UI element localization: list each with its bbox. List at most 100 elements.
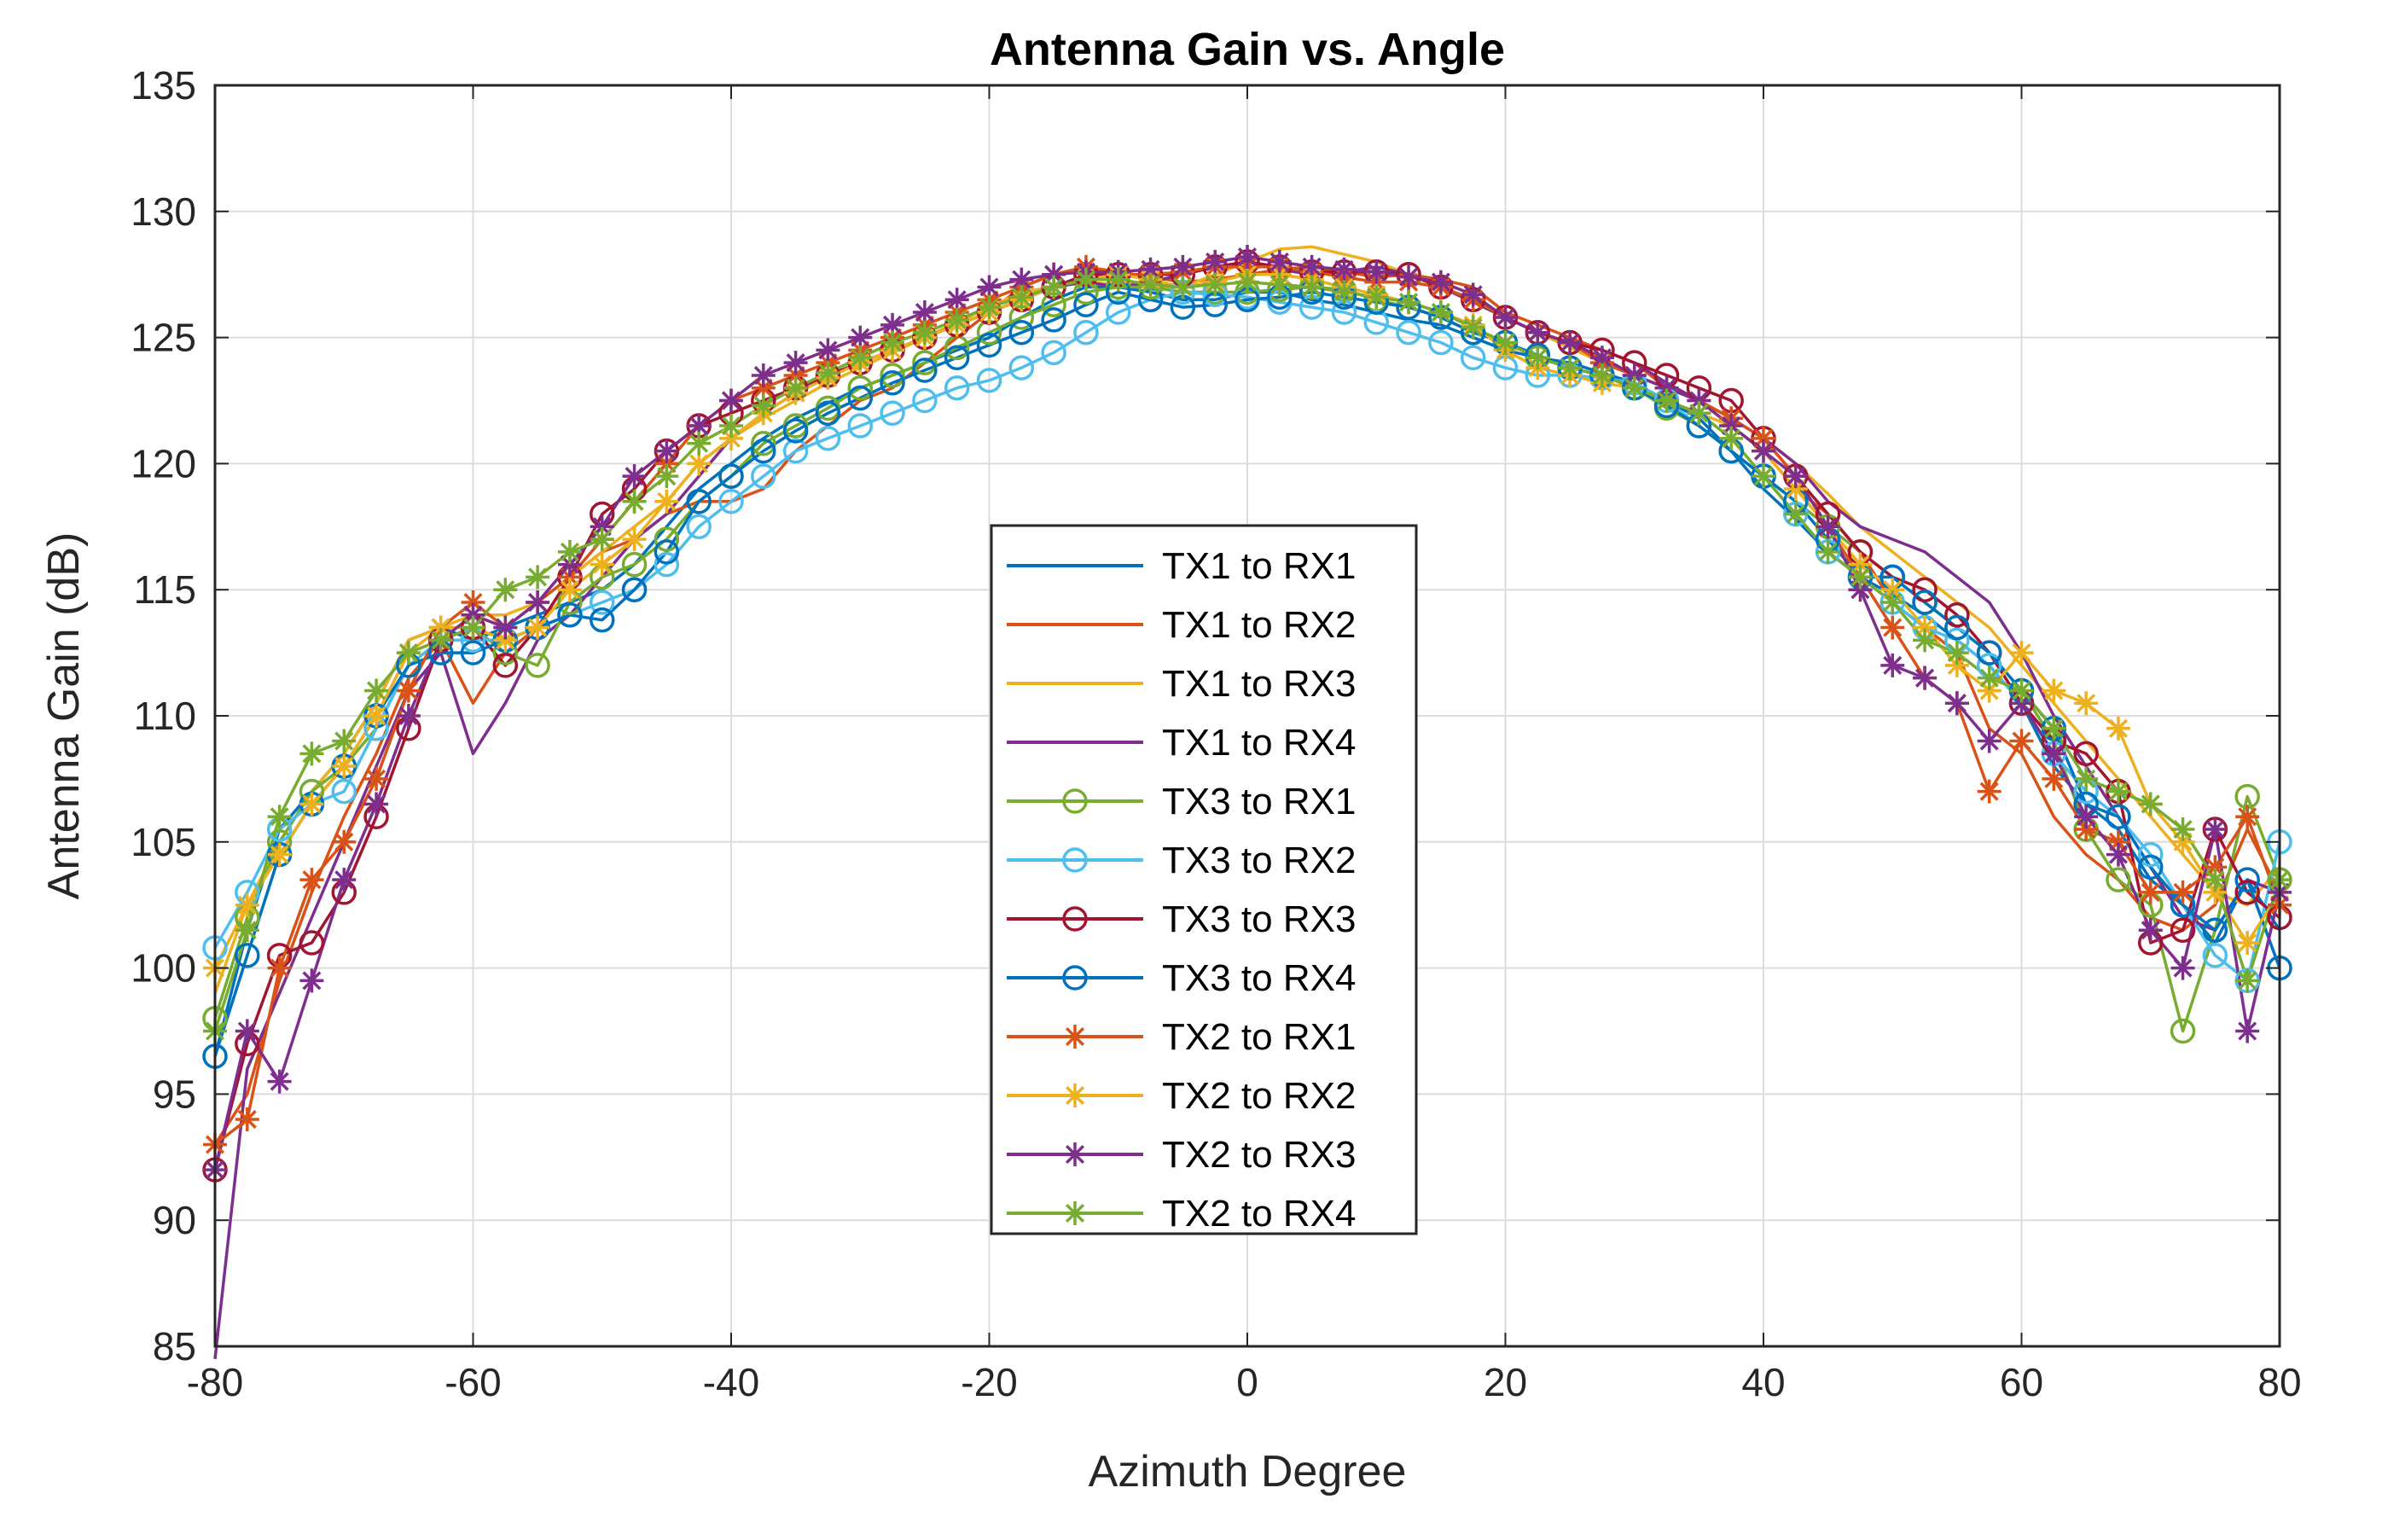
- data-point-tx2-to-rx3: [590, 514, 614, 539]
- x-tick-label: 0: [1236, 1360, 1258, 1404]
- x-tick-label: 40: [1741, 1360, 1785, 1404]
- data-point-tx2-to-rx2: [719, 426, 743, 450]
- data-point-tx2-to-rx3: [880, 312, 905, 337]
- data-point-tx2-to-rx3: [396, 704, 421, 728]
- y-tick-label: 125: [131, 316, 196, 360]
- data-point-tx3-to-rx1: [2170, 1018, 2196, 1044]
- data-point-tx2-to-rx3: [1332, 257, 1357, 282]
- data-point-tx2-to-rx3: [1687, 388, 1711, 413]
- y-tick-label: 85: [153, 1324, 196, 1369]
- data-point-tx2-to-rx2: [2203, 880, 2228, 904]
- data-point-tx2-to-rx3: [1235, 245, 1259, 270]
- data-point-tx2-to-rx2: [1944, 653, 1969, 677]
- data-point-tx2-to-rx4: [1009, 285, 1034, 310]
- y-tick-label: 105: [131, 820, 196, 864]
- data-point-tx2-to-rx4: [2203, 868, 2228, 892]
- data-point-tx2-to-rx4: [719, 414, 743, 439]
- data-point-tx2-to-rx4: [654, 464, 679, 489]
- legend: TX1 to RX1 TX1 to RX2 TX1 to RX3 TX1 to RX4…: [990, 524, 1418, 1235]
- legend-label: TX3 to RX2: [1162, 840, 1356, 881]
- data-point-tx2-to-rx3: [1299, 254, 1324, 279]
- data-point-tx2-to-rx4: [1171, 275, 1195, 299]
- data-point-tx3-to-rx2: [912, 387, 938, 414]
- data-point-tx2-to-rx4: [687, 431, 712, 456]
- data-point-tx2-to-rx1: [2235, 805, 2260, 829]
- data-point-tx2-to-rx3: [1461, 282, 1485, 307]
- data-point-tx3-to-rx2: [1073, 319, 1099, 346]
- data-point-tx2-to-rx2: [2009, 641, 2034, 665]
- data-point-tx2-to-rx3: [1364, 259, 1389, 284]
- data-point-tx2-to-rx1: [364, 766, 389, 791]
- data-point-tx2-to-rx4: [848, 346, 873, 370]
- data-point-tx3-to-rx4: [1008, 319, 1035, 346]
- data-point-tx3-to-rx3: [2170, 917, 2196, 944]
- data-point-tx2-to-rx3: [1589, 346, 1614, 370]
- legend-label: TX3 to RX3: [1162, 898, 1356, 940]
- data-point-tx2-to-rx3: [912, 300, 937, 325]
- data-point-tx2-to-rx1: [2009, 729, 2034, 753]
- legend-label: TX1 to RX4: [1162, 722, 1356, 764]
- data-point-tx3-to-rx2: [1460, 345, 1486, 370]
- data-point-tx2-to-rx3: [1525, 320, 1550, 345]
- data-point-tx2-to-rx4: [2074, 766, 2099, 791]
- data-point-tx2-to-rx3: [944, 288, 969, 312]
- data-point-tx3-to-rx4: [2234, 867, 2260, 892]
- data-point-tx2-to-rx3: [267, 1069, 292, 1094]
- data-point-tx2-to-rx4: [1332, 280, 1357, 305]
- legend-marker-tx3-to-rx3: [1062, 906, 1088, 932]
- data-point-tx2-to-rx2: [2042, 678, 2066, 703]
- legend-label: TX1 to RX3: [1162, 663, 1356, 705]
- data-point-tx2-to-rx3: [299, 968, 324, 993]
- data-point-tx3-to-rx4: [782, 418, 809, 444]
- data-point-tx2-to-rx4: [267, 805, 292, 829]
- data-point-tx2-to-rx4: [364, 678, 389, 703]
- y-tick-label: 130: [131, 189, 196, 234]
- data-point-tx2-to-rx1: [396, 678, 421, 703]
- data-point-tx3-to-rx2: [1008, 355, 1035, 381]
- data-point-tx3-to-rx1: [912, 350, 938, 375]
- data-point-tx2-to-rx3: [461, 602, 485, 627]
- data-point-tx3-to-rx4: [654, 539, 680, 565]
- data-point-tx2-to-rx3: [783, 351, 808, 375]
- y-axis-title: Antenna Gain (dB): [39, 532, 89, 900]
- data-point-tx2-to-rx3: [1493, 305, 1518, 329]
- data-point-tx2-to-rx3: [1752, 439, 1775, 463]
- data-point-tx3-to-rx3: [299, 930, 325, 956]
- data-point-tx2-to-rx2: [526, 615, 550, 640]
- data-point-tx2-to-rx2: [1848, 552, 1873, 577]
- data-point-tx2-to-rx3: [2074, 805, 2099, 829]
- data-point-tx2-to-rx1: [2106, 829, 2130, 854]
- data-point-tx2-to-rx3: [1203, 249, 1228, 274]
- data-point-tx2-to-rx4: [1913, 628, 1938, 653]
- data-point-tx3-to-rx2: [2202, 943, 2228, 968]
- series-markers: [202, 245, 2292, 1183]
- data-point-tx2-to-rx3: [622, 464, 647, 489]
- data-point-tx2-to-rx4: [1848, 565, 1873, 590]
- data-point-tx3-to-rx4: [235, 943, 260, 968]
- data-point-tx2-to-rx4: [2106, 779, 2130, 804]
- data-point-tx2-to-rx3: [687, 414, 712, 439]
- data-point-tx2-to-rx3: [1719, 414, 1744, 439]
- y-tick-label: 115: [134, 567, 196, 612]
- data-point-tx3-to-rx3: [1912, 577, 1938, 602]
- data-point-tx3-to-rx4: [2138, 854, 2164, 880]
- legend-label: TX2 to RX3: [1162, 1134, 1356, 1176]
- data-point-tx3-to-rx1: [654, 526, 680, 552]
- legend-label: TX2 to RX4: [1162, 1193, 1356, 1235]
- data-point-tx2-to-rx2: [687, 451, 712, 476]
- data-point-tx2-to-rx2: [267, 842, 292, 867]
- data-point-tx2-to-rx4: [2042, 716, 2066, 741]
- data-point-tx2-to-rx3: [2138, 918, 2163, 943]
- data-point-tx2-to-rx4: [944, 307, 969, 332]
- data-point-tx3-to-rx1: [525, 653, 550, 678]
- data-point-tx2-to-rx2: [299, 792, 324, 816]
- x-tick-labels: -80 -60 -40 -20 0 20 40 60 80: [187, 1360, 2302, 1404]
- data-point-tx2-to-rx1: [2203, 855, 2228, 880]
- data-point-tx3-to-rx4: [944, 345, 970, 370]
- data-point-tx2-to-rx3: [2009, 691, 2034, 716]
- y-tick-label: 110: [134, 694, 196, 738]
- data-point-tx2-to-rx4: [1752, 464, 1775, 489]
- data-point-tx3-to-rx2: [1363, 310, 1389, 335]
- data-point-tx2-to-rx3: [654, 439, 679, 463]
- data-point-tx2-to-rx4: [1880, 590, 1905, 614]
